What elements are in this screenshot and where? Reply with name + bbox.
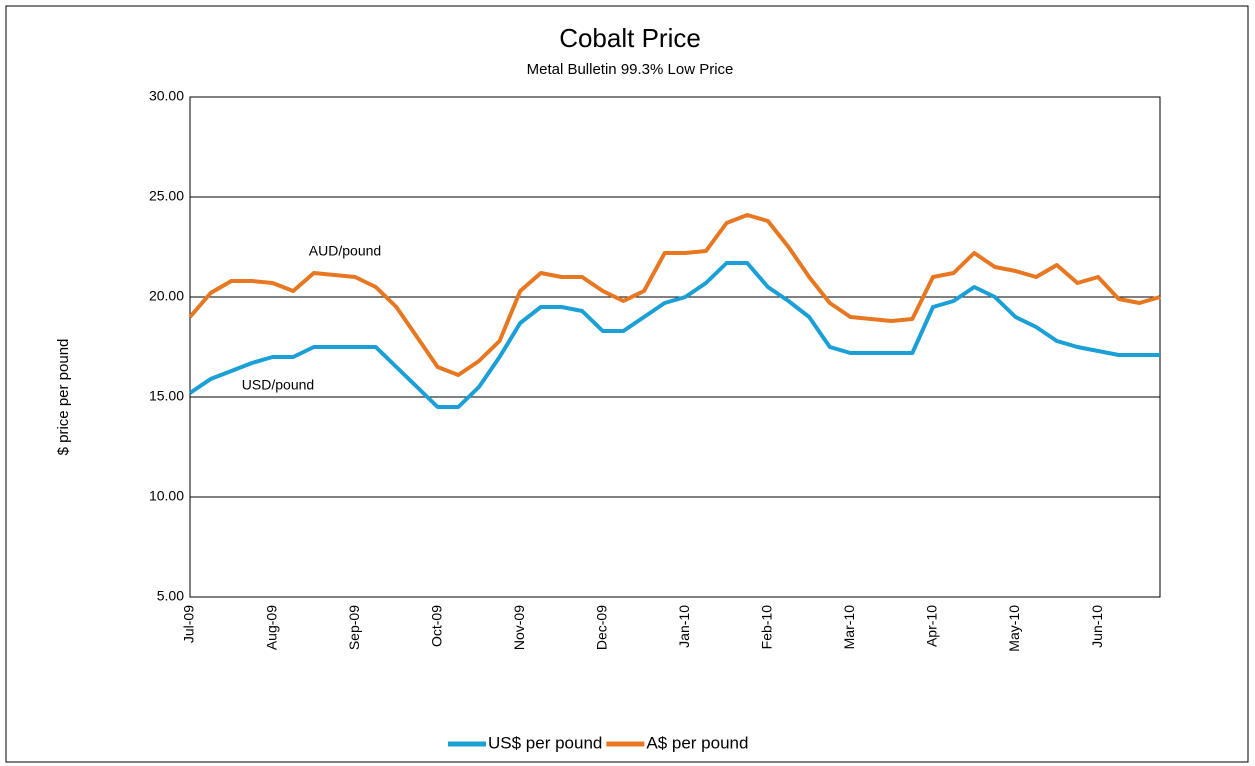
x-tick-label: Jun-10 — [1089, 605, 1105, 648]
x-tick-label: Mar-10 — [841, 605, 857, 650]
x-tick-label: Sep-09 — [346, 605, 362, 650]
y-tick-label: 10.00 — [149, 488, 184, 504]
x-tick-label: Apr-10 — [924, 605, 940, 647]
legend-label: US$ per pound — [488, 733, 602, 752]
series-line — [188, 261, 1160, 409]
x-tick-label: Aug-09 — [263, 605, 279, 650]
y-tick-label: 15.00 — [149, 388, 184, 404]
x-tick-label: Jan-10 — [676, 605, 692, 648]
y-tick-label: 25.00 — [149, 188, 184, 204]
series-line — [188, 213, 1161, 377]
annotation: AUD/pound — [309, 243, 381, 259]
chart-subtitle: Metal Bulletin 99.3% Low Price — [527, 61, 734, 78]
x-tick-label: Dec-09 — [593, 605, 609, 650]
y-tick-label: 30.00 — [149, 88, 184, 104]
chart-frame — [5, 5, 1249, 763]
plot-area — [189, 96, 1161, 598]
chart-title: Cobalt Price — [559, 23, 701, 53]
x-tick-label: Jul-09 — [181, 605, 197, 643]
legend-label: A$ per pound — [646, 733, 748, 752]
x-tick-label: May-10 — [1006, 605, 1022, 652]
y-tick-label: 5.00 — [157, 588, 184, 604]
annotation: USD/pound — [242, 377, 314, 393]
x-tick-label: Feb-10 — [759, 605, 775, 650]
y-axis-label: $ price per pound — [55, 339, 72, 456]
x-tick-label: Nov-09 — [511, 605, 527, 650]
x-tick-label: Oct-09 — [428, 605, 444, 647]
y-tick-label: 20.00 — [149, 288, 184, 304]
